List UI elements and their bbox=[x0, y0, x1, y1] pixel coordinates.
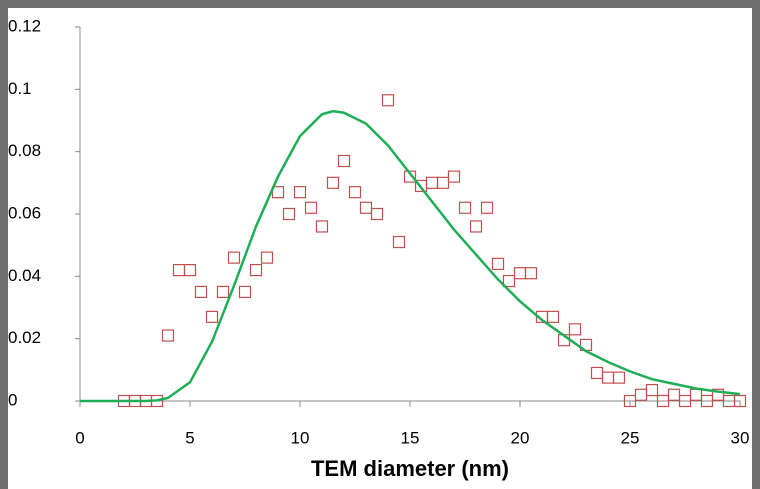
scatter-point bbox=[502, 274, 516, 288]
scatter-point bbox=[304, 201, 318, 214]
y-tick-label: 0.1 bbox=[8, 79, 32, 98]
x-tick-label: 0 bbox=[75, 428, 84, 447]
x-tick-label: 30 bbox=[731, 428, 750, 447]
fit-line bbox=[80, 109, 741, 403]
scatter-point bbox=[227, 251, 241, 264]
scatter-point bbox=[447, 170, 461, 183]
scatter-point bbox=[436, 176, 450, 189]
scatter-point bbox=[282, 207, 296, 221]
x-tick-label: 15 bbox=[401, 428, 420, 447]
scatter-point bbox=[359, 201, 373, 214]
scatter-point bbox=[348, 186, 362, 199]
y-tick-label: 0.04 bbox=[8, 266, 41, 285]
scatter-point bbox=[161, 329, 175, 342]
scatter-point bbox=[469, 220, 483, 233]
scatter-point bbox=[546, 310, 560, 323]
scatter-point bbox=[370, 207, 384, 221]
scatter-point bbox=[260, 251, 274, 264]
x-tick-label: 10 bbox=[291, 428, 310, 447]
scatter-point bbox=[403, 170, 417, 183]
scatter-point bbox=[568, 323, 582, 336]
y-tick-label: 0.06 bbox=[8, 203, 41, 222]
y-tick-label: 0.12 bbox=[8, 16, 41, 35]
scatter-point bbox=[194, 285, 208, 299]
scatter-point bbox=[700, 394, 714, 408]
scatter-point bbox=[711, 388, 725, 401]
scatter-point bbox=[293, 186, 307, 199]
scatter-point bbox=[678, 394, 692, 408]
scatter-point bbox=[183, 264, 197, 277]
scatter-point bbox=[667, 388, 681, 401]
scatter-point bbox=[205, 310, 219, 323]
scatter-point bbox=[524, 267, 538, 280]
scatter-point bbox=[612, 371, 626, 384]
scatter-point bbox=[326, 176, 340, 189]
chart-background bbox=[8, 8, 752, 489]
scatter-point bbox=[249, 264, 263, 277]
y-tick-label: 0.02 bbox=[8, 328, 41, 347]
scatter-point bbox=[381, 94, 395, 107]
scatter-point bbox=[623, 394, 637, 408]
x-tick-label: 25 bbox=[621, 428, 640, 447]
x-tick-label: 5 bbox=[185, 428, 194, 447]
scatter-point bbox=[656, 394, 670, 408]
scatter-point bbox=[216, 285, 230, 299]
scatter-point bbox=[271, 186, 285, 199]
scatter-point bbox=[733, 394, 747, 408]
scatter-point bbox=[645, 383, 659, 397]
x-axis-title: TEM diameter (nm) bbox=[311, 456, 509, 481]
scatter-point bbox=[458, 201, 472, 214]
x-tick-label: 20 bbox=[511, 428, 530, 447]
scatter-point bbox=[315, 220, 329, 233]
y-tick-label: 0.08 bbox=[8, 141, 41, 160]
scatter-point bbox=[491, 257, 505, 270]
y-tick-label: 0 bbox=[8, 390, 17, 409]
scatter-point bbox=[392, 235, 406, 249]
scatter-point bbox=[480, 201, 494, 214]
scatter-point bbox=[238, 285, 252, 299]
scatter-point bbox=[337, 154, 351, 168]
